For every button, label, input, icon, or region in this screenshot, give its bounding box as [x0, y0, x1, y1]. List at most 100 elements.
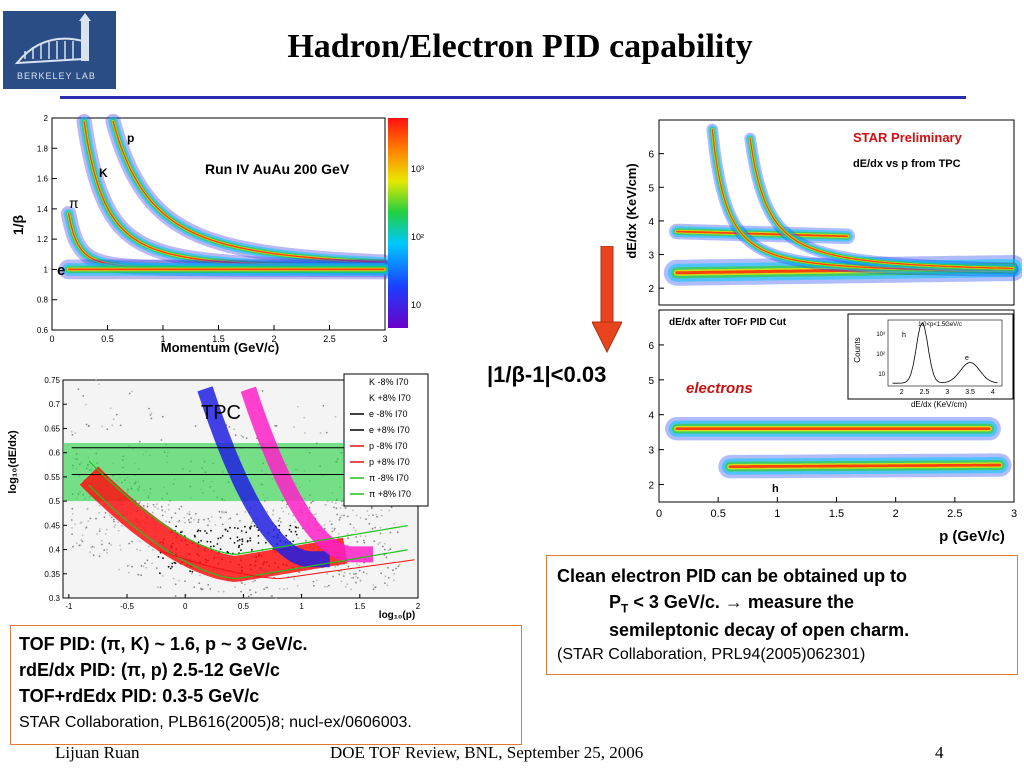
scatter-point [343, 514, 345, 517]
scatter-point [266, 511, 268, 513]
x-tick-label: 1 [774, 508, 780, 520]
scatter-point [359, 579, 362, 582]
inset-x-tick-label: 4 [991, 389, 995, 396]
scatter-point [332, 575, 334, 578]
scatter-point [236, 540, 239, 542]
scatter-point [110, 516, 113, 519]
scatter-point [315, 513, 317, 515]
pt-rest: < 3 GeV/c. → measure the [633, 592, 854, 612]
scatter-point [387, 566, 389, 569]
scatter-point [190, 517, 193, 519]
scatter-point [263, 588, 265, 590]
band-label-pi: π [69, 195, 79, 211]
y-tick-label: 0.55 [44, 473, 60, 482]
scatter-point [71, 507, 74, 510]
scatter-point [199, 574, 201, 577]
scatter-point [221, 523, 224, 526]
scatter-point [137, 573, 140, 576]
scatter-point [71, 433, 74, 436]
scatter-point [280, 521, 282, 523]
y-axis-label: log₁₀(dE/dx) [7, 430, 19, 494]
scatter-point [154, 506, 157, 508]
scatter-point [283, 588, 285, 590]
scatter-point [328, 520, 331, 523]
scatter-point [178, 508, 181, 510]
scatter-point [266, 586, 268, 589]
scatter-point [278, 517, 281, 520]
scatter-point [240, 549, 242, 552]
scatter-point [333, 529, 336, 532]
scatter-point [100, 539, 103, 542]
scatter-point [376, 515, 378, 518]
scatter-point [223, 511, 226, 514]
scatter-point [393, 523, 396, 525]
scatter-point [372, 588, 375, 590]
scatter-point [217, 590, 220, 593]
scatter-point [344, 507, 347, 509]
electron-line-2: PT < 3 GeV/c. → measure the [609, 592, 854, 616]
scatter-point [197, 521, 200, 523]
scatter-point [312, 580, 315, 583]
scatter-point [74, 523, 76, 525]
scatter-point [368, 514, 370, 517]
scatter-point [390, 506, 393, 509]
hadron-label: h [772, 483, 779, 495]
colorbar-tick: 10² [411, 232, 424, 242]
scatter-point [169, 567, 172, 570]
scatter-point [200, 587, 202, 590]
scatter-point [374, 526, 376, 529]
scatter-point [238, 544, 241, 547]
scatter-point [144, 562, 146, 565]
scatter-point [119, 548, 122, 551]
scatter-point [207, 517, 210, 520]
scatter-point [204, 530, 206, 532]
bottom-subtitle: dE/dx after TOFr PID Cut [669, 317, 787, 328]
legend-entry: p -8% I70 [369, 441, 408, 451]
scatter-point [257, 542, 260, 544]
scatter-point [228, 426, 231, 428]
scatter-point [224, 528, 227, 531]
scatter-point [131, 390, 133, 393]
footer-event: DOE TOF Review, BNL, September 25, 2006 [330, 743, 644, 762]
scatter-point [352, 526, 355, 529]
scatter-point [174, 583, 177, 586]
legend-entry: π -8% I70 [369, 473, 409, 483]
scatter-point [196, 530, 199, 533]
x-tick-label: 3 [382, 334, 387, 344]
scatter-point [221, 535, 224, 537]
scatter-point [323, 527, 326, 530]
y-tick-label: 0.45 [44, 521, 60, 530]
scatter-point [98, 511, 100, 514]
scatter-point [216, 543, 219, 545]
scatter-point [282, 510, 285, 513]
scatter-point [183, 517, 186, 519]
scatter-point [237, 527, 239, 530]
scatter-point [171, 562, 174, 565]
scatter-point [234, 527, 236, 529]
scatter-point [89, 517, 92, 520]
scatter-point [339, 516, 342, 519]
scatter-point [229, 537, 232, 540]
scatter-point [219, 516, 222, 519]
scatter-point [168, 521, 171, 524]
x-tick-label: 1.5 [829, 508, 844, 520]
scatter-point [362, 571, 365, 574]
scatter-point [340, 580, 343, 583]
scatter-point [356, 577, 359, 579]
scatter-point [226, 530, 229, 532]
scatter-point [140, 574, 143, 577]
scatter-point [184, 580, 187, 582]
scatter-point [149, 414, 152, 416]
scatter-point [72, 545, 74, 548]
scatter-point [312, 584, 315, 587]
scatter-point [245, 437, 248, 440]
scatter-point [294, 530, 297, 533]
scatter-point [242, 436, 244, 438]
scatter-point [292, 540, 295, 543]
p-minus-line [158, 549, 415, 580]
band-label-p: p [127, 131, 134, 145]
scatter-point [172, 577, 175, 580]
scatter-point [164, 511, 167, 513]
pt-subscript: T [621, 601, 629, 616]
scatter-point [180, 505, 183, 508]
